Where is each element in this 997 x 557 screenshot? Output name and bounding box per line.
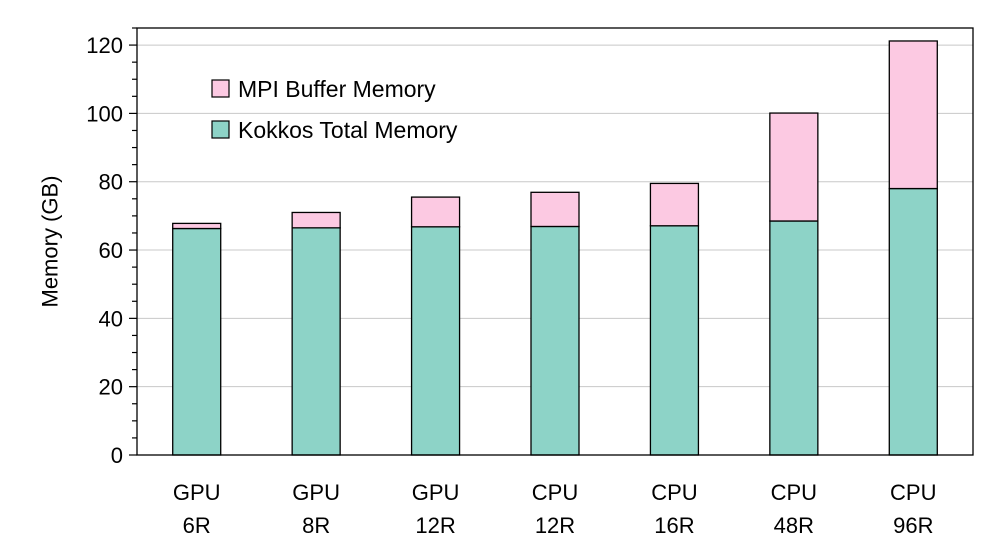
plot-area-frame xyxy=(136,27,974,456)
y-tick-label: 0 xyxy=(111,443,123,468)
x-category-label: 8R xyxy=(302,513,330,538)
bar-segment-mpi-buffer xyxy=(410,196,461,228)
y-tick-label: 40 xyxy=(99,306,123,331)
bar-segment-mpi-buffer xyxy=(530,191,580,228)
x-category-label: CPU xyxy=(890,480,936,505)
x-category-label: 96R xyxy=(893,513,933,538)
x-category-label: CPU xyxy=(532,480,578,505)
bar-segment-mpi-buffer xyxy=(291,211,341,229)
x-category-label: CPU xyxy=(771,480,817,505)
x-category-label: 6R xyxy=(183,513,211,538)
bar-segment-kokkos xyxy=(291,227,341,456)
x-category-label: GPU xyxy=(292,480,340,505)
bar-segment-kokkos xyxy=(888,187,938,456)
y-axis-title: Memory (GB) xyxy=(38,176,63,308)
x-axis-category-labels: GPU 6R GPU 8R GPU 12R CPU 12R CPU 16R CPU 48R CPU 96R xyxy=(173,480,937,538)
y-tick-label: 100 xyxy=(86,101,123,126)
bar-segment-kokkos xyxy=(649,225,700,456)
y-tick-label: 80 xyxy=(99,170,123,195)
x-category-label: GPU xyxy=(412,480,460,505)
x-category-label: 16R xyxy=(654,513,694,538)
bar-segment-kokkos xyxy=(410,226,461,456)
bars xyxy=(172,40,938,456)
bar-segment-mpi-buffer xyxy=(888,40,938,190)
y-tick-label: 120 xyxy=(86,33,123,58)
x-category-label: CPU xyxy=(651,480,697,505)
legend-swatch xyxy=(211,120,230,139)
x-category-label: 48R xyxy=(774,513,814,538)
bar-segment-mpi-buffer xyxy=(172,222,222,230)
x-category-label: GPU xyxy=(173,480,221,505)
legend-label: MPI Buffer Memory xyxy=(238,76,436,102)
bar-segment-kokkos xyxy=(172,227,222,456)
bar-segment-kokkos xyxy=(769,220,819,456)
legend: MPI Buffer Memory Kokkos Total Memory xyxy=(211,76,458,143)
legend-label: Kokkos Total Memory xyxy=(238,117,458,143)
y-tick-label: 60 xyxy=(99,238,123,263)
x-category-label: 12R xyxy=(535,513,575,538)
bar-segment-mpi-buffer xyxy=(769,112,819,222)
bar-segment-mpi-buffer xyxy=(649,182,700,227)
y-axis-ticks: 0 20 40 60 80 100 120 xyxy=(86,27,137,468)
legend-swatch xyxy=(211,79,230,98)
y-tick-label: 20 xyxy=(99,375,123,400)
bar-segment-kokkos xyxy=(530,225,580,456)
x-category-label: 12R xyxy=(415,513,455,538)
